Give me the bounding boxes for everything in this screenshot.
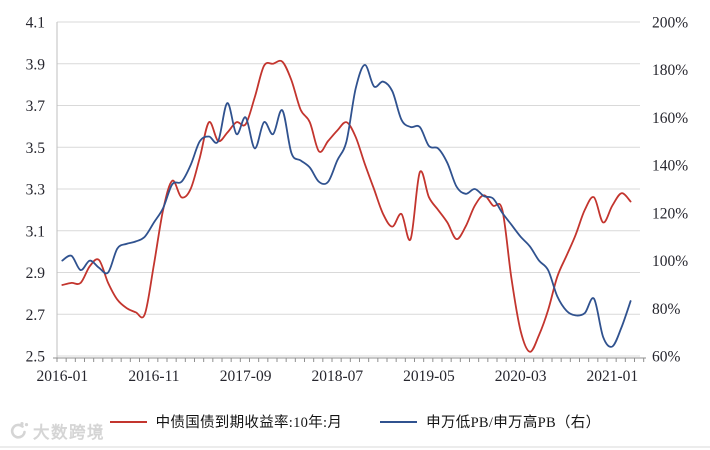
series-line-bond-yield	[61, 59, 632, 353]
legend-item-bond-yield: 中债国债到期收益率:10年:月	[109, 411, 343, 432]
y-axis-label: 4.1	[26, 15, 45, 32]
legend-label-bond-yield: 中债国债到期收益率:10年:月	[155, 415, 343, 431]
bottom-edge-line	[0, 446, 710, 448]
legend-label-pb-ratio: 申万低PB/申万高PB（右）	[426, 415, 601, 431]
watermark: 大数跨境	[7, 419, 105, 443]
x-axis-label: 2021-01	[586, 368, 638, 385]
right-axis-label: 200%	[652, 15, 688, 32]
x-axis-label: 2018-07	[311, 368, 363, 385]
legend: 中债国债到期收益率:10年:月 申万低PB/申万高PB（右）	[0, 411, 710, 432]
x-axis-label: 2017-09	[220, 368, 272, 385]
legend-line-blue	[380, 420, 418, 423]
right-axis-label: 80%	[652, 301, 681, 318]
watermark-logo-icon	[7, 421, 29, 441]
x-axis-label: 2016-11	[128, 368, 179, 385]
right-axis-label: 140%	[652, 158, 688, 175]
x-axis-label: 2020-03	[495, 368, 547, 385]
legend-item-pb-ratio: 申万低PB/申万高PB（右）	[380, 411, 600, 432]
right-axis-label: 60%	[652, 349, 681, 366]
y-axis-label: 3.3	[26, 182, 46, 199]
legend-line-red	[109, 420, 147, 423]
series-line-pb-ratio	[61, 63, 632, 348]
y-axis-label: 2.7	[26, 307, 46, 324]
y-axis-label: 3.1	[26, 223, 45, 240]
right-axis-label: 100%	[652, 253, 688, 270]
x-axis-label: 2019-05	[403, 368, 455, 385]
y-axis-label: 3.9	[26, 56, 46, 73]
y-axis-label: 2.5	[26, 349, 46, 366]
watermark-text: 大数跨境	[33, 424, 105, 442]
right-axis-label: 120%	[652, 205, 688, 222]
right-axis-label: 160%	[652, 110, 688, 127]
right-axis-label: 180%	[652, 62, 688, 79]
y-axis-label: 3.7	[26, 98, 46, 115]
x-axis-label: 2016-01	[36, 368, 88, 385]
y-axis-label: 3.5	[26, 140, 46, 157]
y-axis-label: 2.9	[26, 265, 46, 282]
